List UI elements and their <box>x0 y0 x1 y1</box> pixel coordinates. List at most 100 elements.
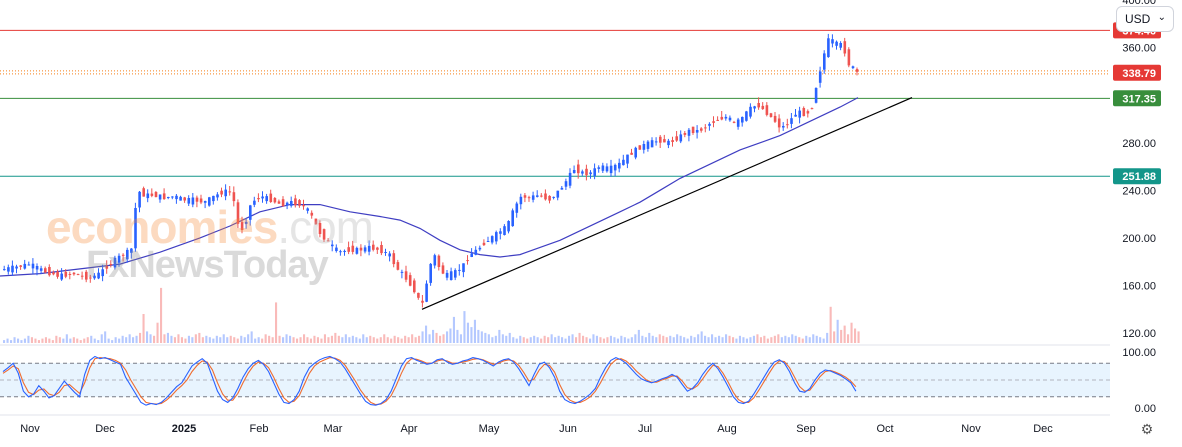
volume-bar <box>97 340 100 343</box>
volume-bar <box>494 335 497 344</box>
volume-bar <box>355 337 358 343</box>
volume-bar <box>23 338 26 343</box>
volume-bar <box>306 337 309 343</box>
candle-up <box>15 266 18 269</box>
volume-bars <box>3 287 860 344</box>
candle-down <box>236 202 240 224</box>
candle-down <box>540 195 543 197</box>
volume-bar <box>669 335 672 344</box>
volume-bar <box>613 337 616 343</box>
volume-bar <box>508 332 511 343</box>
volume-bar <box>571 334 574 343</box>
volume-bar <box>48 338 51 343</box>
candle-up <box>203 201 207 203</box>
candle-down <box>372 244 375 250</box>
candle-up <box>191 197 195 205</box>
candle-up <box>626 154 629 164</box>
volume-bar <box>501 334 504 343</box>
candle-down <box>408 275 412 286</box>
volume-bar <box>285 334 288 343</box>
volume-bar <box>648 332 651 343</box>
volume-bar <box>564 338 567 343</box>
price-tick-label: 240.00 <box>1122 185 1156 197</box>
volume-bar <box>320 338 323 343</box>
candle-down <box>716 119 719 121</box>
time-axis: Nov Dec 2025 Feb Mar Apr May Jun Jul Aug Sep Oct Nov… <box>20 423 1053 435</box>
volume-bar <box>173 337 176 343</box>
stoch-k-line <box>2 355 857 406</box>
volume-bar <box>268 335 271 344</box>
volume-bar <box>107 338 110 343</box>
volume-bar <box>212 338 215 343</box>
candle-down <box>417 292 420 298</box>
volume-bar <box>27 335 30 344</box>
volume-bar <box>602 338 605 343</box>
candle-up <box>261 196 264 199</box>
volume-bar <box>543 335 546 344</box>
volume-bar <box>592 334 595 343</box>
candle-up <box>449 271 453 280</box>
candle-down <box>671 140 674 142</box>
volume-bar <box>850 322 853 343</box>
candle-down <box>544 193 547 200</box>
candle-down <box>777 118 781 128</box>
candle-down <box>150 193 154 196</box>
volume-bar <box>142 314 145 343</box>
volume-bar <box>309 338 312 343</box>
candle-up <box>581 171 584 174</box>
volume-bar <box>282 337 285 343</box>
volume-bar <box>686 338 689 343</box>
candle-up <box>339 251 342 253</box>
candle-up <box>667 140 670 146</box>
candle-down <box>240 222 244 230</box>
volume-bar <box>369 335 372 344</box>
volume-bar <box>278 335 281 344</box>
candle-down <box>322 229 326 240</box>
candle-up <box>3 269 6 271</box>
time-tick-label: Sep <box>796 423 816 435</box>
candle-up <box>851 66 855 69</box>
candle-down <box>437 255 441 267</box>
volume-bar <box>452 316 455 343</box>
candle-down <box>843 41 847 54</box>
candle-down <box>392 253 396 265</box>
candle-up <box>818 71 822 83</box>
candle-up <box>589 172 592 175</box>
volume-bar <box>780 337 783 343</box>
volume-bar <box>634 334 637 343</box>
candle-up <box>572 170 576 174</box>
candle-up <box>363 247 367 252</box>
volume-bar <box>533 335 536 344</box>
candle-down <box>199 198 203 203</box>
volume-bar <box>348 337 351 343</box>
volume-bar <box>243 337 246 343</box>
candle-up <box>335 247 338 251</box>
candle-down <box>523 195 527 198</box>
candle-up <box>429 263 432 283</box>
candle-down <box>162 193 166 200</box>
candle-up <box>798 110 801 118</box>
candle-up <box>158 194 162 200</box>
volume-bar <box>578 332 581 343</box>
volume-bar <box>104 331 107 343</box>
volume-bar <box>473 319 476 343</box>
volume-bar <box>808 337 811 343</box>
moving-average <box>0 97 859 277</box>
price-tag-label: 317.35 <box>1122 93 1156 105</box>
candle-up <box>343 250 346 252</box>
candle-up <box>290 201 293 206</box>
volume-bar <box>303 334 306 343</box>
price-tick-label: 120.00 <box>1122 328 1156 340</box>
candle-up <box>454 270 457 278</box>
candle-down <box>802 108 806 117</box>
volume-bar <box>372 337 375 343</box>
gear-icon[interactable]: ⚙ <box>1140 421 1154 437</box>
currency-dropdown[interactable]: USD ⌄ <box>1116 6 1174 32</box>
volume-bar <box>480 331 483 343</box>
candle-up <box>597 167 601 169</box>
volume-bar <box>184 338 187 343</box>
volume-bar <box>693 337 696 343</box>
time-tick-label: 2025 <box>172 423 196 435</box>
volume-bar <box>149 334 152 343</box>
